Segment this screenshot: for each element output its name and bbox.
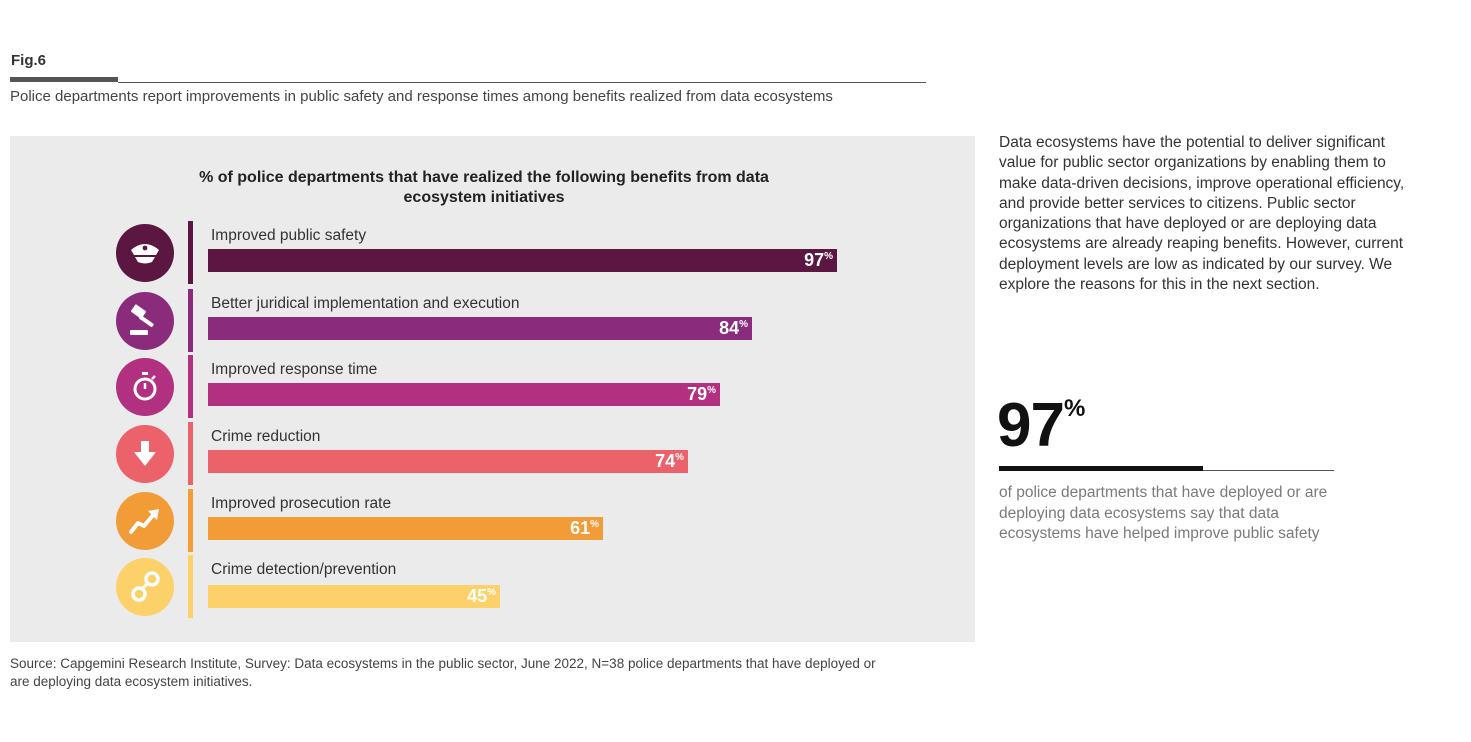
benefit-icon-circle [116, 224, 174, 282]
bar-value-number: 74 [655, 451, 676, 471]
bar-value-unit: % [487, 587, 496, 598]
bar-category-label: Crime detection/prevention [211, 561, 397, 578]
stopwatch-icon [130, 371, 160, 403]
police-cap-icon [128, 238, 162, 268]
bar-category-label: Improved prosecution rate [211, 495, 392, 512]
row-accent-line [188, 422, 193, 485]
bar-value-number: 84 [719, 318, 740, 338]
bar-value-label: 84% [719, 318, 748, 339]
benefit-icon-circle [116, 425, 174, 483]
big-stat: 97% [997, 390, 1085, 461]
handcuffs-icon [128, 570, 162, 604]
row-accent-line [188, 489, 193, 552]
figure-rule [118, 82, 926, 83]
chart-title: % of police departments that have realiz… [199, 169, 769, 206]
bar-category-label: Improved public safety [211, 227, 367, 244]
gavel-icon [127, 304, 163, 338]
figure-label-underline [10, 77, 118, 82]
benefit-icon-circle [116, 292, 174, 350]
bar-value-label: 97% [804, 250, 833, 271]
big-stat-value: 97 [997, 391, 1065, 460]
bar-value-unit: % [707, 385, 716, 396]
bar-category-label: Better juridical implementation and exec… [211, 295, 520, 312]
row-accent-line [188, 355, 193, 418]
stat-description: of police departments that have deployed… [999, 484, 1328, 542]
down-arrow-icon [132, 439, 158, 469]
upward-trend-icon [128, 506, 162, 536]
bar-mark: 74% [208, 450, 688, 473]
benefit-icon-circle [116, 492, 174, 550]
row-accent-line [188, 555, 193, 618]
bar-value-number: 97 [804, 250, 825, 270]
bar-value-unit: % [590, 519, 599, 530]
figure-label: Fig.6 [11, 52, 47, 69]
bar-category-label: Improved response time [211, 361, 378, 378]
bar-mark: 97% [208, 249, 837, 272]
bar-mark: 79% [208, 383, 720, 406]
bar-value-label: 61% [570, 518, 599, 539]
benefit-icon-circle [116, 558, 174, 616]
source-note: Source: Capgemini Research Institute, Su… [10, 656, 876, 689]
big-stat-unit: % [1063, 395, 1085, 422]
bar-value-unit: % [739, 319, 748, 330]
bar-value-number: 79 [687, 384, 708, 404]
bar-value-label: 79% [687, 384, 716, 405]
bar-mark: 84% [208, 317, 752, 340]
benefit-icon-circle [116, 358, 174, 416]
bar-value-label: 45% [467, 586, 496, 607]
bar-value-number: 61 [570, 518, 591, 538]
figure-caption: Police departments report improvements i… [10, 88, 833, 105]
bar-value-unit: % [675, 452, 684, 463]
bar-mark: 61% [208, 517, 603, 540]
row-accent-line [188, 221, 193, 284]
bar-category-label: Crime reduction [211, 428, 321, 445]
stat-rule [1203, 470, 1334, 471]
bar-value-unit: % [824, 251, 833, 262]
bar-value-number: 45 [467, 586, 488, 606]
stat-underline [999, 466, 1203, 471]
bar-value-label: 74% [655, 451, 684, 472]
side-paragraph: Data ecosystems have the potential to de… [999, 134, 1405, 294]
bar-mark: 45% [208, 585, 500, 608]
row-accent-line [188, 289, 193, 352]
